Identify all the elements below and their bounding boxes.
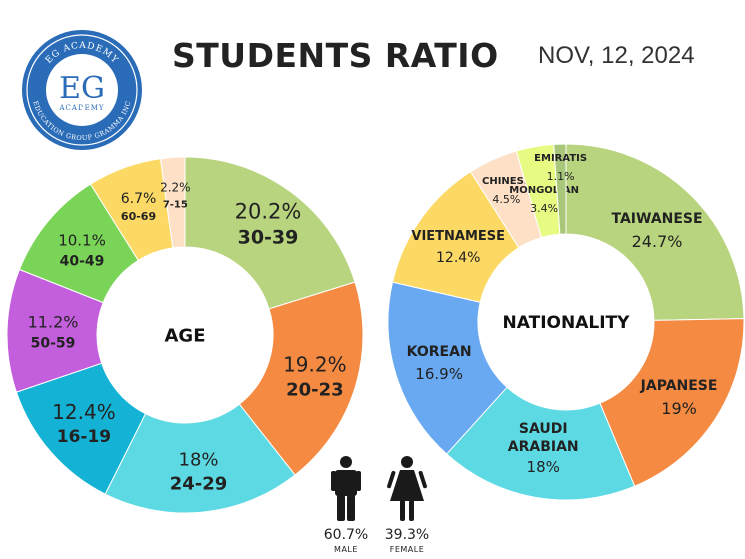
slice-taiwanese	[565, 143, 745, 321]
slice-24-29	[104, 403, 296, 514]
slice-30-39-label: 30-39	[238, 226, 299, 248]
slice-chinese-label: CHINESE	[482, 176, 531, 187]
slice-40-49-percent: 10.1%	[58, 231, 106, 249]
slice-20-23-percent: 19.2%	[283, 352, 347, 376]
slice-vietnamese-label: VIETNAMESE	[411, 229, 505, 244]
female-label: FEMALE	[390, 545, 425, 554]
male-label: MALE	[334, 545, 358, 554]
male-percentage: 60.7%	[324, 527, 368, 543]
gender-ratio: 60.7% 39.3% MALE FEMALE	[324, 456, 429, 554]
slice-24-29-percent: 18%	[179, 449, 219, 470]
female-percentage: 39.3%	[385, 527, 429, 543]
slice-saudi-arabian-percent: 18%	[527, 458, 560, 476]
male-person-icon	[331, 456, 361, 521]
slice-vietnamese-percent: 12.4%	[436, 250, 480, 266]
slice-24-29-label: 24-29	[170, 473, 228, 494]
chart-center-title: NATIONALITY	[503, 313, 631, 333]
slice-7-15-label: 7-15	[163, 199, 188, 210]
slice-emiratis-percent: 1.1%	[547, 170, 575, 183]
slice-50-59-label: 50-59	[31, 336, 76, 352]
nationality-donut-chart: 24.7% TAIWANESE 19% JAPANESE 18% SAUDI ARABIAN…	[387, 143, 745, 501]
slice-60-69-label: 60-69	[121, 210, 156, 223]
slice-japanese	[599, 318, 745, 487]
ship-icon	[70, 118, 94, 123]
logo-middle-text: ACADEMY	[59, 104, 105, 112]
slice-emiratis-label: EMIRATIS	[534, 153, 587, 164]
slice-mongolian-label: MONGOLIAN	[509, 185, 579, 196]
slice-30-39	[184, 156, 356, 310]
slice-korean-percent: 16.9%	[415, 365, 463, 383]
report-date: NOV, 12, 2024	[538, 42, 695, 69]
slice-7-15	[159, 156, 186, 249]
slice-emiratis	[553, 143, 567, 235]
female-person-icon	[387, 456, 427, 521]
slice-7-15-percent: 2.2%	[160, 180, 191, 194]
slice-saudi-arabian	[445, 386, 636, 501]
slice-16-19-label: 16-19	[57, 427, 111, 447]
slice-japanese-label: JAPANESE	[640, 378, 718, 394]
slice-japanese-percent: 19%	[661, 399, 697, 418]
slice-20-23-label: 20-23	[286, 379, 344, 400]
age-donut-chart: 20.2% 30-39 19.2% 20-23 18% 24-29 12.4% 16-19 11…	[6, 156, 364, 514]
logo-initials: EG	[59, 71, 105, 106]
slice-mongolian-percent: 3.4%	[530, 202, 558, 215]
slice-taiwanese-label: TAIWANESE	[612, 211, 703, 227]
slice-50-59-percent: 11.2%	[28, 313, 79, 332]
slice-20-23	[238, 281, 364, 476]
eg-academy-logo: EG ACADEMY EDUCATION GROUP GRAMMA INC EG…	[22, 30, 142, 150]
chart-center-title: AGE	[164, 325, 205, 346]
sail-icon	[82, 106, 90, 118]
slice-chinese-percent: 4.5%	[492, 193, 520, 206]
slice-saudi-arabian-label: SAUDI ARABIAN	[508, 421, 579, 455]
slice-60-69-percent: 6.7%	[121, 191, 157, 207]
slice-korean	[387, 281, 508, 455]
page-title: STUDENTS RATIO	[172, 36, 499, 75]
slice-korean-label: KOREAN	[407, 344, 472, 360]
slice-taiwanese-percent: 24.7%	[632, 232, 683, 251]
slice-40-49-label: 40-49	[60, 253, 105, 269]
slice-16-19-percent: 12.4%	[52, 400, 116, 424]
slice-30-39-percent: 20.2%	[235, 199, 302, 223]
